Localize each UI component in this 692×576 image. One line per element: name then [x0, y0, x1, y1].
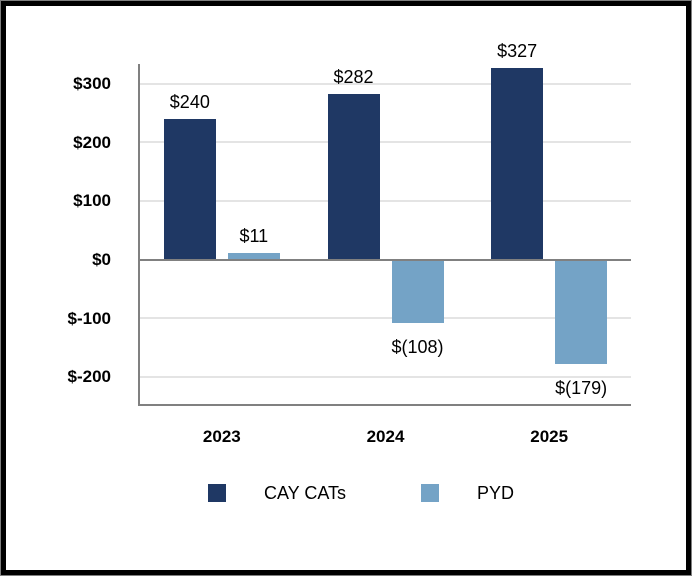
bar-value-label-2024-1: $(108) — [391, 336, 444, 357]
legend-label-cay-cats: CAY CATs — [264, 482, 347, 503]
bar-value-label-2023-1: $11 — [239, 226, 269, 247]
x-tick-label-2023: 2023 — [202, 427, 241, 446]
y-tick-label-100: $100 — [73, 191, 111, 211]
y-tick-label-200: $200 — [73, 132, 111, 152]
bar-value-label-2023-0: $240 — [169, 91, 210, 112]
legend-swatch-cay-cats — [208, 484, 226, 502]
bar-value-label-2025-0: $327 — [497, 40, 538, 61]
y-tick-label-0: $0 — [92, 250, 111, 269]
gridline-300 — [140, 82, 631, 85]
y-tick-label--200: $-200 — [67, 367, 111, 387]
x-axis-line — [138, 404, 631, 406]
zero-baseline — [138, 258, 631, 261]
bar-pyd-2023 — [227, 253, 280, 260]
legend-swatch-pyd — [421, 484, 439, 502]
bar-value-label-2025-1: $(179) — [555, 378, 608, 399]
y-tick-label-300: $300 — [73, 74, 111, 94]
bar-cay-cats-2024 — [327, 94, 380, 260]
bar-pyd-2025 — [555, 259, 608, 365]
x-tick-label-2024: 2024 — [366, 427, 405, 446]
gridline--100 — [140, 317, 631, 320]
x-tick-label-2025: 2025 — [530, 427, 569, 446]
legend-label-pyd: PYD — [477, 482, 515, 503]
gridline--200 — [140, 375, 631, 378]
bar-pyd-2024 — [391, 259, 444, 323]
bar-value-label-2024-0: $282 — [333, 67, 374, 88]
y-axis-line — [138, 64, 140, 405]
bar-cay-cats-2023 — [163, 118, 216, 260]
gridline-100 — [140, 199, 631, 202]
bar-cay-cats-2025 — [491, 67, 544, 260]
gridline-200 — [140, 141, 631, 144]
y-tick-label--100: $-100 — [67, 308, 111, 328]
